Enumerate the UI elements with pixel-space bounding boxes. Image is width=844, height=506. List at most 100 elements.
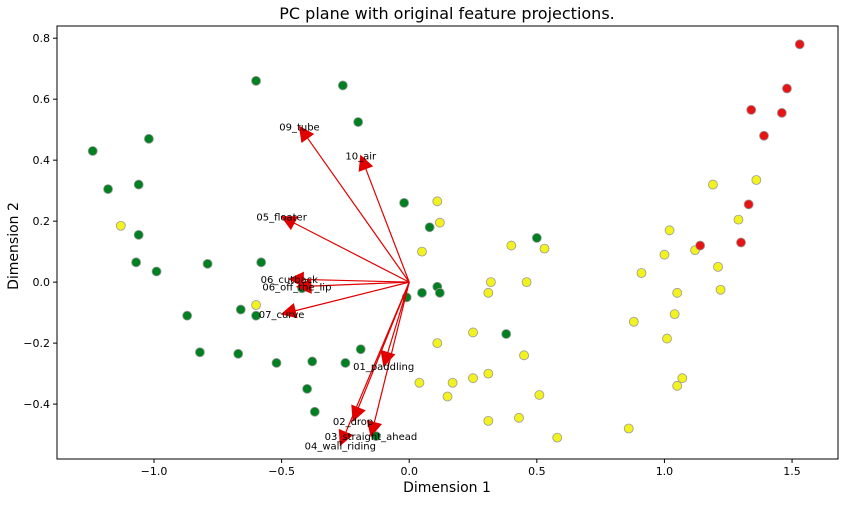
data-point xyxy=(355,344,366,355)
vector-label: 04_wall_riding xyxy=(305,441,376,452)
data-point xyxy=(483,287,494,298)
data-point xyxy=(271,358,282,368)
plot-area: −1.0 −0.5 0.0 0.5 1.0 1.5 −0.4 −0.2 0.0 0.2 0.4 0.6… xyxy=(23,25,839,478)
vector-arrowhead xyxy=(295,278,312,294)
data-point xyxy=(733,214,744,225)
data-point xyxy=(131,257,142,268)
vector-arrowhead xyxy=(280,216,299,231)
data-point xyxy=(233,348,244,359)
data-point xyxy=(485,277,496,288)
data-point xyxy=(636,268,647,278)
data-point xyxy=(337,80,348,91)
x-tick-label: 0.5 xyxy=(528,465,546,478)
data-point xyxy=(776,108,787,118)
data-point xyxy=(447,377,458,388)
data-point xyxy=(143,133,154,144)
data-point xyxy=(501,329,512,339)
data-point xyxy=(552,432,563,443)
vector-labels: 01_paddling 02_drop 03_straight_ahead04_wa… xyxy=(256,123,417,453)
vector-line xyxy=(293,222,410,283)
vector-line xyxy=(310,281,410,287)
y-tick-label: 0.6 xyxy=(33,93,51,106)
y-tick-label: 0.8 xyxy=(33,32,51,45)
data-point xyxy=(195,347,205,358)
data-point xyxy=(468,373,478,384)
vector-label: 07_curve xyxy=(259,310,305,321)
data-point xyxy=(307,356,318,367)
data-point xyxy=(353,117,364,127)
data-point xyxy=(506,240,517,251)
data-point xyxy=(432,338,443,349)
data-point xyxy=(695,240,706,251)
data-point xyxy=(782,83,792,94)
vector-label: 09_tube xyxy=(279,123,319,134)
data-point xyxy=(672,380,683,391)
data-point xyxy=(399,197,410,208)
data-point xyxy=(662,333,672,344)
y-tick-label: 0.2 xyxy=(33,215,51,228)
vector-arrowhead xyxy=(358,154,374,172)
vector-label: 06_cutback xyxy=(261,275,318,286)
x-tick-label: −0.5 xyxy=(268,465,295,478)
vector-line xyxy=(307,137,410,283)
data-point xyxy=(251,75,261,86)
data-point xyxy=(251,310,261,321)
vector-label: 03_straight_ahead xyxy=(325,432,418,443)
data-point xyxy=(539,243,550,254)
vector-line xyxy=(365,168,410,283)
vector-arrowhead xyxy=(298,125,315,143)
vector-line xyxy=(295,281,410,312)
data-point xyxy=(434,217,445,228)
data-point xyxy=(302,383,313,394)
data-point xyxy=(133,179,144,190)
x-axis-label: Dimension 1 xyxy=(403,480,491,496)
x-tick-label: 1.0 xyxy=(656,465,674,478)
data-point xyxy=(235,304,246,315)
data-point xyxy=(133,229,144,240)
data-point xyxy=(483,415,494,426)
y-axis-label: Dimension 2 xyxy=(6,202,22,290)
data-point xyxy=(519,350,529,361)
data-point xyxy=(115,220,126,231)
x-tick-label: 0.0 xyxy=(400,465,418,478)
data-point xyxy=(759,130,769,141)
data-point xyxy=(659,249,670,260)
vector-label: 06_off_the_lip xyxy=(262,283,331,294)
data-point xyxy=(309,406,320,417)
vector-label: 10_air xyxy=(345,152,377,163)
point-series xyxy=(87,75,542,442)
vector-label: 01_paddling xyxy=(353,362,414,373)
data-point xyxy=(708,179,718,190)
vector-label: 02_drop xyxy=(333,417,373,428)
data-point xyxy=(442,391,453,402)
data-point xyxy=(424,222,435,233)
data-point xyxy=(468,327,478,338)
data-point xyxy=(669,309,680,320)
data-point xyxy=(340,358,351,368)
data-point xyxy=(103,184,113,195)
data-point xyxy=(751,175,762,185)
data-point xyxy=(746,104,757,115)
data-point xyxy=(432,196,443,207)
vector-line xyxy=(373,281,410,423)
data-point xyxy=(417,246,427,257)
data-point xyxy=(251,300,261,310)
plot-frame xyxy=(56,25,839,460)
x-tick-label: 1.5 xyxy=(783,465,801,478)
y-tick-label: 0.4 xyxy=(33,154,51,167)
data-point xyxy=(531,233,542,243)
vector-line xyxy=(303,278,410,283)
vector-line xyxy=(387,281,410,353)
data-point xyxy=(521,277,532,288)
chart-title: PC plane with original feature projectio… xyxy=(279,4,614,23)
data-point xyxy=(794,39,805,50)
data-point xyxy=(202,258,213,269)
vector-arrowhead xyxy=(280,303,298,319)
data-point xyxy=(87,146,98,156)
data-point xyxy=(534,390,545,400)
x-tick-label: −1.0 xyxy=(141,465,168,478)
vector-arrowhead xyxy=(288,271,304,288)
y-tick-label: −0.4 xyxy=(23,398,50,411)
data-point xyxy=(628,316,639,327)
